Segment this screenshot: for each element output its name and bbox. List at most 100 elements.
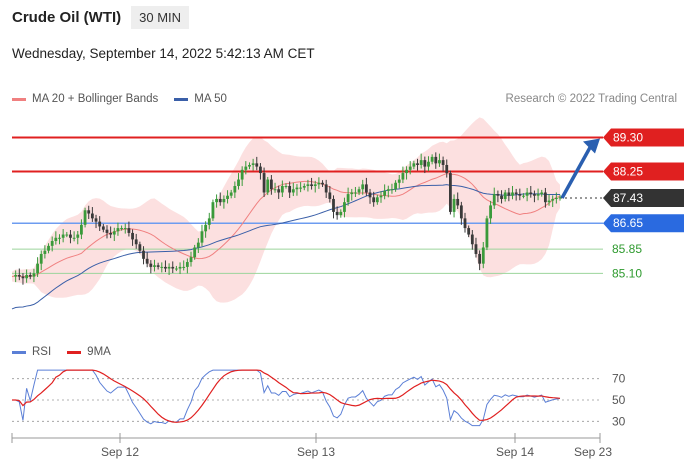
level-label-85.85: 85.85 [612, 242, 642, 256]
candle [492, 187, 496, 209]
candle-body [372, 197, 376, 203]
candle [313, 180, 317, 193]
candle-body [280, 186, 284, 193]
candle [405, 166, 408, 180]
candle [328, 186, 332, 203]
candle [25, 269, 29, 283]
candle [536, 188, 540, 201]
candle-body [251, 163, 255, 165]
candle-body [222, 198, 226, 203]
candle-body [310, 184, 313, 187]
candle [354, 186, 357, 198]
candle-body [416, 163, 419, 165]
candle [529, 186, 533, 198]
candle [72, 231, 76, 242]
candle [98, 216, 102, 231]
legend-ma50-label: MA 50 [194, 93, 227, 105]
candle [80, 219, 83, 240]
x-axis: Sep 12 Sep 13 Sep 14 Sep 23 [11, 433, 612, 459]
candle-body [533, 194, 536, 196]
candle-body [248, 164, 251, 167]
candle [149, 260, 153, 274]
candle [489, 200, 492, 224]
candle-body [17, 274, 21, 277]
candle [339, 209, 343, 218]
candle [171, 261, 175, 274]
candle-body [386, 189, 390, 191]
candle-body [335, 211, 339, 216]
candle-body [434, 156, 438, 164]
candle-body [215, 198, 218, 203]
candle-body [138, 244, 142, 251]
candle [441, 156, 445, 172]
candle-body [485, 218, 489, 248]
timeframe-badge[interactable]: 30 MIN [131, 6, 190, 29]
candle-body [339, 211, 343, 216]
candle-body [65, 234, 69, 236]
candle [335, 206, 339, 220]
candle [321, 180, 324, 187]
legend-9ma-label: 9MA [87, 346, 111, 358]
x-tick-label: Sep 12 [101, 445, 139, 459]
candle-body [427, 161, 430, 167]
candle-body [547, 200, 551, 203]
candle [332, 195, 335, 219]
candle [288, 181, 292, 198]
projection-arrow [560, 146, 592, 199]
candle-body [43, 250, 47, 254]
candle [302, 183, 306, 191]
candle-body [452, 198, 456, 212]
candle-body [496, 194, 500, 196]
candle-body [156, 265, 160, 267]
candle [295, 184, 299, 196]
candle [481, 241, 485, 269]
candle [500, 190, 503, 204]
candle [445, 159, 449, 178]
candle [164, 260, 167, 273]
candle-body [109, 232, 113, 235]
candle [547, 194, 551, 206]
candle [138, 241, 142, 254]
level-label-86.65: 86.65 [613, 216, 643, 230]
candle-body [240, 169, 244, 180]
bollinger-bands [12, 117, 560, 303]
candle-body [551, 198, 555, 201]
candle-body [83, 210, 87, 225]
level-label-89.30: 89.30 [613, 130, 643, 144]
candle-body [313, 184, 317, 187]
candle-body [514, 192, 518, 195]
candle-body [72, 237, 76, 239]
candle-body [98, 221, 102, 227]
candle [255, 156, 259, 171]
candle-body [127, 228, 131, 233]
candle-body [361, 184, 365, 190]
candle-body [116, 228, 120, 232]
candle [368, 188, 372, 204]
candle-body [262, 173, 266, 193]
candle-body [397, 179, 401, 183]
candle [248, 162, 251, 170]
candle-body [32, 273, 36, 277]
candle-body [87, 210, 91, 214]
candle [17, 268, 21, 281]
level-tag-87.43 [603, 188, 684, 207]
candle-body [518, 194, 522, 196]
candle-body [438, 160, 441, 164]
candle [251, 158, 255, 171]
candle [178, 262, 182, 275]
candle-body [189, 257, 193, 263]
candle [372, 191, 376, 207]
candle [496, 190, 500, 203]
candle-body [226, 195, 229, 199]
candle [145, 252, 149, 268]
candle [54, 231, 58, 245]
candle-body [459, 205, 463, 219]
candle-body [295, 187, 299, 190]
level-tag-89.30 [603, 128, 684, 147]
candle [32, 268, 36, 283]
candle [36, 257, 39, 277]
candle-body [375, 197, 379, 203]
candle-body [474, 244, 478, 254]
x-tick-label: Sep 14 [496, 445, 534, 459]
